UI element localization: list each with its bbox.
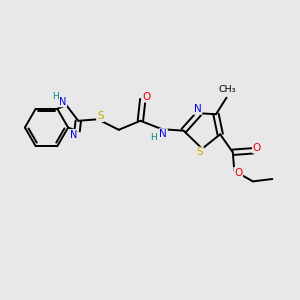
Text: N: N: [70, 130, 77, 140]
Text: H: H: [150, 133, 157, 142]
Text: CH₃: CH₃: [219, 85, 236, 94]
Text: S: S: [97, 111, 104, 121]
Text: N: N: [59, 97, 66, 106]
Text: S: S: [196, 147, 203, 157]
Text: N: N: [159, 129, 167, 139]
Text: O: O: [253, 143, 261, 153]
Text: H: H: [52, 92, 59, 101]
Text: N: N: [194, 104, 202, 114]
Text: O: O: [142, 92, 151, 102]
Text: O: O: [234, 168, 242, 178]
